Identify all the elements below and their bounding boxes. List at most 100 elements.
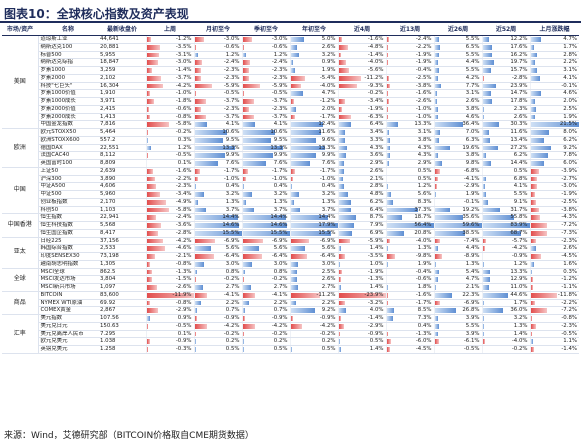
last-close: 20,881	[98, 43, 146, 52]
return-cell: -4.9%	[145, 198, 194, 207]
return-value: 4.4%	[465, 59, 480, 66]
negative-bar	[483, 339, 485, 344]
column-header: 上周	[146, 25, 194, 36]
return-cell: -0.1%	[433, 198, 482, 207]
return-cell: 13.4%	[481, 136, 530, 145]
return-value: 3.7%	[321, 206, 336, 213]
return-cell: 3.6%	[337, 151, 386, 160]
negative-bar	[147, 44, 161, 50]
market-group-label: 商品	[2, 290, 39, 316]
return-value: 6.8%	[513, 175, 528, 182]
negative-bar	[147, 246, 165, 251]
return-cell: -1.0%	[145, 89, 194, 98]
negative-bar	[243, 277, 244, 282]
return-value: 6.9%	[369, 229, 384, 236]
return-value: -3.1%	[175, 51, 192, 58]
positive-bar	[435, 223, 482, 228]
return-value: -11.2%	[316, 291, 336, 298]
table-row: 美国 道琼斯工业 44,641 -1.2% -3.0% -3.0% 5.0% -1.6% -2.…	[2, 35, 579, 129]
return-cell: 1.7%	[481, 299, 530, 308]
positive-bar	[243, 261, 252, 267]
return-cell: 1.2%	[385, 182, 434, 191]
table-row: 美元兑离岸人民币 7.295 0.1% -0.2% -0.2% -0.2% -0.9% -1.…	[2, 330, 579, 339]
table-row: 欧洲STOXX600 557.2 0.3% 9.5% 9.5% 9.6% 3.3% 3.8% 6…	[2, 136, 579, 145]
return-value: 11.0%	[510, 284, 528, 290]
positive-bar	[435, 44, 440, 50]
return-value: -1.0%	[175, 90, 192, 97]
negative-bar	[147, 99, 154, 104]
positive-bar	[435, 75, 438, 81]
return-cell: -5.8%	[145, 206, 194, 215]
return-cell: 0.3%	[529, 267, 579, 277]
return-cell: 2.6%	[481, 113, 530, 122]
positive-bar	[531, 261, 535, 267]
return-value: 1.0%	[369, 260, 384, 267]
return-cell: -0.6%	[145, 105, 194, 114]
return-cell: -2.4%	[241, 58, 290, 67]
positive-bar	[291, 277, 298, 282]
return-value: -1.7%	[319, 167, 336, 174]
return-cell: -8.9%	[433, 252, 482, 261]
negative-bar	[483, 254, 484, 259]
column-header: 近13周	[386, 25, 434, 36]
return-cell: 4.2%	[433, 74, 482, 83]
asset-name: MSCI新兴市场	[38, 283, 98, 292]
return-value: 2.6%	[321, 43, 336, 50]
positive-bar	[339, 153, 346, 158]
positive-bar	[483, 37, 490, 42]
return-value: -2.8%	[511, 74, 528, 81]
market-group-label: 欧洲	[2, 128, 39, 168]
return-value: -3.2%	[367, 299, 384, 306]
negative-bar	[195, 323, 208, 329]
last-close: 1.258	[98, 345, 146, 354]
negative-bar	[387, 347, 391, 352]
return-value: -4.0%	[415, 237, 432, 244]
return-cell: 2.6%	[529, 244, 579, 253]
asset-name: 罗素2000成长	[38, 113, 98, 122]
table-row: 欧元兑美元 1.038 -0.9% 0.2% 0.2% 0.2% 0.5% -6.0% -6.1…	[2, 337, 579, 346]
negative-bar	[195, 68, 202, 73]
positive-bar	[483, 83, 496, 89]
return-value: -3.0%	[561, 183, 577, 190]
return-cell: 3.3%	[337, 136, 386, 145]
return-cell: 13.3%	[193, 144, 242, 153]
positive-bar	[243, 339, 244, 344]
return-cell: 8.0%	[529, 128, 579, 137]
asset-name: 中国金龙指数	[38, 120, 98, 129]
positive-bar	[291, 269, 298, 275]
positive-bar	[195, 300, 202, 306]
return-value: -0.5%	[175, 322, 192, 329]
return-cell: -3.8%	[529, 206, 579, 215]
return-value: 0.5%	[273, 346, 288, 352]
return-cell: -1.3%	[337, 275, 386, 284]
negative-bar	[147, 223, 161, 228]
positive-bar	[483, 308, 503, 313]
return-cell: 4.3%	[337, 144, 386, 153]
positive-bar	[435, 207, 450, 213]
return-cell: 3.9%	[433, 330, 482, 339]
column-header: 季初至今	[242, 25, 290, 36]
return-cell: -4.6%	[145, 244, 194, 253]
return-cell: 9.6%	[289, 136, 338, 145]
return-cell: -2.3%	[193, 105, 242, 114]
asset-name: BITCOIN	[38, 290, 98, 300]
market-group-label: 汇率	[2, 314, 39, 354]
return-cell: 2.6%	[337, 166, 386, 176]
positive-bar	[291, 161, 311, 166]
negative-bar	[531, 300, 536, 306]
return-cell: 4.4%	[433, 58, 482, 67]
return-cell: 12.4%	[289, 120, 338, 129]
return-cell: 8.3%	[385, 198, 434, 207]
return-cell: -2.3%	[529, 236, 579, 246]
return-cell: -6.9%	[193, 236, 242, 246]
negative-bar	[387, 60, 389, 65]
return-value: -2.4%	[175, 214, 192, 221]
return-value: -6.4%	[319, 253, 336, 259]
return-value: -0.2%	[511, 346, 528, 352]
return-cell: 1.4%	[337, 244, 386, 253]
return-cell: 18.7%	[385, 213, 434, 222]
return-value: -2.6%	[175, 284, 192, 290]
positive-bar	[435, 269, 439, 275]
negative-bar	[291, 323, 302, 329]
return-value: 3.3%	[369, 136, 384, 143]
